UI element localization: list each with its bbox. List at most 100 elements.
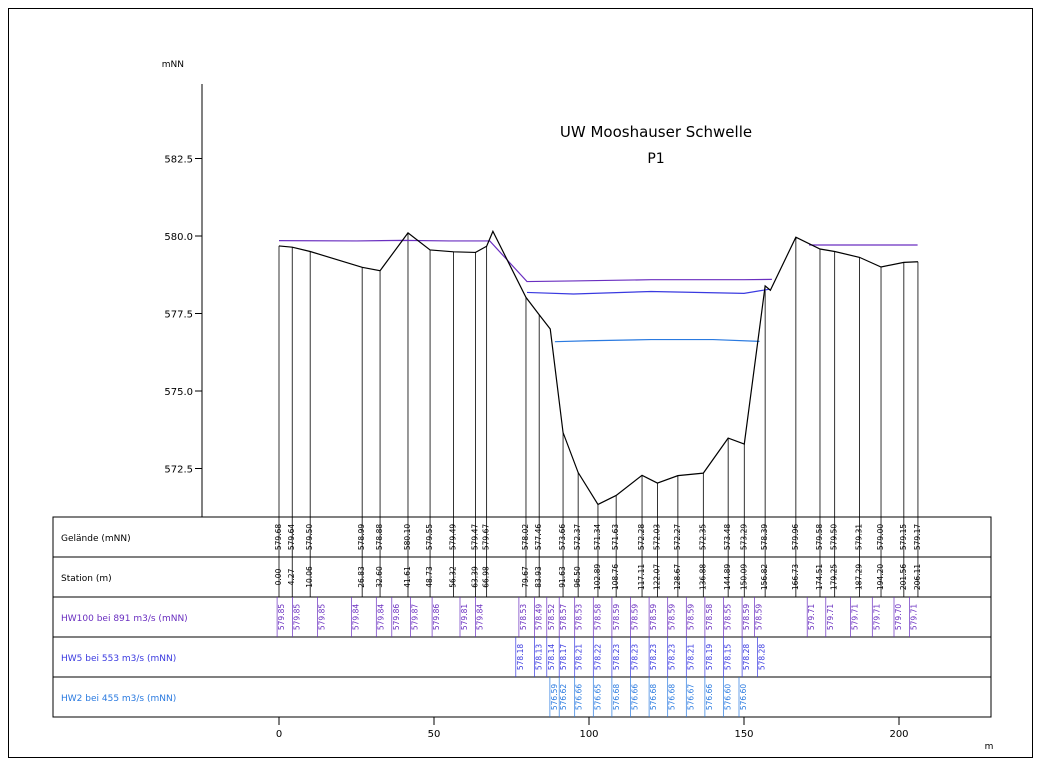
gelaende-value: 573.66 (558, 524, 567, 550)
station-value: 63.39 (471, 566, 480, 588)
hw100-value: 578.59 (631, 604, 640, 630)
hw100-value: 579.71 (807, 604, 816, 630)
hw100-value: 578.59 (742, 604, 751, 630)
gelaende-value: 579.50 (305, 524, 314, 550)
x-tick-label: 0 (276, 729, 282, 740)
station-value: 166.73 (791, 564, 800, 590)
hw100-value: 578.58 (593, 604, 602, 630)
hw100-value: 579.84 (476, 604, 485, 630)
hw5-value: 578.23 (631, 644, 640, 670)
hw2-value: 576.65 (593, 684, 602, 710)
gelaende-value: 571.34 (593, 524, 602, 550)
gelaende-value: 579.50 (830, 524, 839, 550)
chart-title: UW Mooshauser Schwelle (560, 123, 752, 141)
gelaende-value: 577.46 (534, 524, 543, 550)
row-label-gelaende: Gelände (mNN) (61, 534, 131, 544)
station-value: 41.61 (403, 566, 412, 588)
station-value: 32.60 (375, 566, 384, 588)
hw5-value: 578.22 (593, 644, 602, 670)
station-value: 117.11 (637, 564, 646, 590)
station-value: 206.11 (913, 564, 922, 590)
x-tick-label: 150 (734, 729, 753, 740)
hw5-value: 578.18 (516, 644, 525, 670)
hw2-value: 576.60 (724, 684, 733, 710)
hw5-value: 578.19 (705, 644, 714, 670)
y-tick-label: 582.5 (164, 155, 193, 166)
gelaende-value: 572.28 (637, 524, 646, 550)
hw100-value: 579.85 (317, 604, 326, 630)
station-value: 102.89 (593, 564, 602, 590)
hw2-value: 576.60 (739, 684, 748, 710)
station-value: 122.07 (652, 564, 661, 590)
station-verticals (278, 232, 919, 597)
gelaende-value: 572.27 (673, 524, 682, 550)
station-value: 174.51 (815, 564, 824, 590)
hw100-value: 578.59 (612, 604, 621, 630)
gelaende-value: 580.10 (403, 524, 412, 550)
hw100-line (278, 239, 772, 283)
gelaende-value: 573.48 (723, 524, 732, 550)
gelaende-value: 579.64 (287, 524, 296, 550)
gelaende-value: 579.58 (815, 524, 824, 550)
hw100-value: 579.71 (826, 604, 835, 630)
station-value: 150.09 (739, 564, 748, 590)
gelaende-value: 578.39 (760, 524, 769, 550)
x-ticks: 0 50 100 150 200 (276, 717, 909, 740)
station-value: 194.20 (876, 564, 885, 590)
x-axis-label: m (985, 742, 994, 752)
y-tick-label: 577.5 (164, 310, 193, 321)
station-value: 56.32 (449, 566, 458, 588)
hw100-value: 579.84 (352, 604, 361, 630)
hw100-value: 579.86 (392, 604, 401, 630)
hw2-value: 576.66 (705, 684, 714, 710)
terrain-profile (278, 229, 918, 506)
hw100-value: 578.49 (534, 604, 543, 630)
station-value: 128.67 (673, 564, 682, 590)
hw5-value: 578.21 (575, 644, 584, 670)
gelaende-value: 578.88 (375, 524, 384, 550)
hw2-value: 576.68 (649, 684, 658, 710)
table-values: 579.68 579.64 579.50 578.99 578.88 580.10 579.… (274, 524, 922, 717)
station-value: 156.82 (760, 564, 769, 590)
drawing-frame: mNN m UW Mooshauser Schwelle P1 582.5 580… (8, 8, 1033, 758)
gelaende-value: 579.55 (425, 524, 434, 550)
hw5-value: 578.13 (534, 644, 543, 670)
row-label-hw100: HW100 bei 891 m3/s (mNN) (61, 614, 188, 624)
hw100-value: 579.71 (872, 604, 881, 630)
hw100-value: 579.71 (910, 604, 919, 630)
gelaende-value: 573.29 (739, 524, 748, 550)
station-value: 187.29 (855, 564, 864, 590)
x-tick-label: 200 (889, 729, 908, 740)
station-value: 179.25 (830, 564, 839, 590)
water-levels (278, 239, 918, 343)
data-table: Gelände (mNN) Station (m) HW100 bei 891 … (52, 516, 992, 718)
hw100-value: 579.85 (293, 604, 302, 630)
hw100-value: 578.53 (519, 604, 528, 630)
gelaende-value: 579.31 (855, 524, 864, 550)
terrain-line (278, 229, 918, 506)
cross-section-chart: mNN m UW Mooshauser Schwelle P1 582.5 580… (52, 60, 994, 752)
gelaende-value: 579.49 (449, 524, 458, 550)
station-value: 108.76 (611, 564, 620, 590)
hw2-value: 576.66 (575, 684, 584, 710)
hw2-value: 576.62 (559, 684, 568, 710)
x-tick-label: 50 (428, 729, 441, 740)
hw100-value: 579.85 (277, 604, 286, 630)
hw5-value: 578.21 (686, 644, 695, 670)
hw100-value: 579.71 (851, 604, 860, 630)
gelaende-value: 579.00 (876, 524, 885, 550)
station-value: 91.63 (558, 566, 567, 588)
station-value: 96.50 (573, 566, 582, 588)
gelaende-value: 579.68 (274, 524, 283, 550)
y-tick-label: 572.5 (164, 465, 193, 476)
station-value: 66.98 (482, 566, 491, 588)
gelaende-value: 578.02 (521, 524, 530, 550)
hw100-value: 578.59 (755, 604, 764, 630)
gelaende-value: 572.03 (652, 524, 661, 550)
gelaende-value: 579.47 (471, 524, 480, 550)
hw100-value: 579.84 (376, 604, 385, 630)
hw100-value: 578.52 (547, 604, 556, 630)
hw2-value: 576.66 (631, 684, 640, 710)
hw100-value: 578.53 (575, 604, 584, 630)
axes: mNN m UW Mooshauser Schwelle P1 (162, 60, 994, 752)
